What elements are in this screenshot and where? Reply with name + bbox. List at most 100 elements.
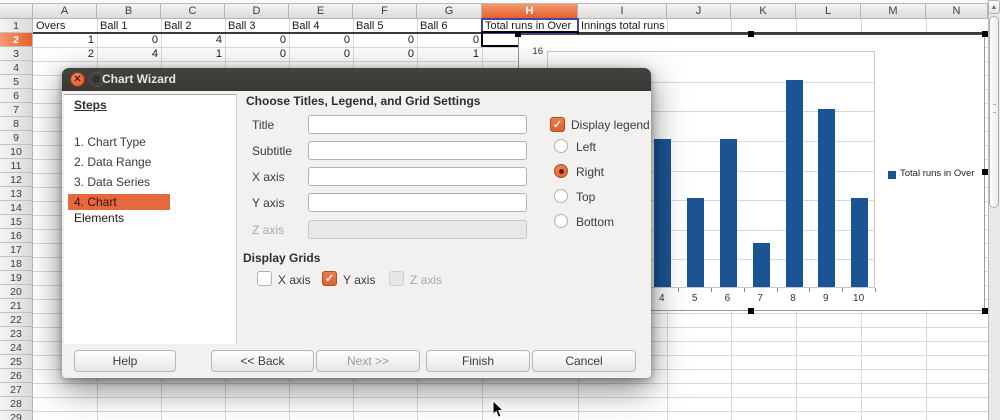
row-header-8[interactable]: 8 — [0, 116, 33, 131]
row-header-23[interactable]: 23 — [0, 326, 33, 341]
row-header-13[interactable]: 13 — [0, 186, 33, 201]
column-header-G[interactable]: G — [417, 4, 482, 19]
column-header-F[interactable]: F — [353, 4, 417, 19]
chart-handle[interactable] — [982, 169, 988, 175]
chart-handle[interactable] — [982, 308, 988, 314]
cell-B1[interactable]: Ball 1 — [100, 19, 128, 32]
legend-position-label-left: Left — [576, 140, 597, 154]
column-header-E[interactable]: E — [289, 4, 353, 19]
bar-over-8 — [785, 79, 803, 287]
row-header-18[interactable]: 18 — [0, 256, 33, 271]
row-header-17[interactable]: 17 — [0, 242, 33, 257]
column-header-L[interactable]: L — [796, 4, 861, 19]
row-header-28[interactable]: 28 — [0, 396, 33, 411]
back-button[interactable]: << Back — [211, 350, 314, 372]
legend-position-radio-top[interactable] — [554, 189, 568, 203]
row-header-24[interactable]: 24 — [0, 340, 33, 355]
cell-A2[interactable]: 1 — [87, 33, 94, 46]
column-header-J[interactable]: J — [667, 4, 731, 19]
legend-position-radio-left[interactable] — [554, 139, 568, 153]
row-header-25[interactable]: 25 — [0, 354, 33, 369]
row-header-4[interactable]: 4 — [0, 60, 33, 75]
cell-F1[interactable]: Ball 5 — [356, 19, 384, 32]
row-header-19[interactable]: 19 — [0, 270, 33, 285]
input-subtitle[interactable] — [308, 141, 527, 160]
row-header-2[interactable]: 2 — [0, 32, 33, 47]
cancel-button[interactable]: Cancel — [532, 350, 636, 372]
bar-over-5 — [687, 198, 705, 287]
wizard-step-4[interactable]: 4. Chart Elements — [68, 194, 170, 225]
row-header-3[interactable]: 3 — [0, 46, 33, 61]
cell-G2[interactable]: 0 — [472, 33, 479, 46]
chart-handle[interactable] — [748, 31, 754, 37]
row-header-9[interactable]: 9 — [0, 130, 33, 145]
display-legend-label: Display legend — [571, 118, 650, 132]
cell-G3[interactable]: 1 — [472, 47, 479, 60]
input-title[interactable] — [308, 115, 527, 134]
column-header-M[interactable]: M — [861, 4, 926, 19]
row-header-21[interactable]: 21 — [0, 298, 33, 313]
row-header-7[interactable]: 7 — [0, 102, 33, 117]
row-header-6[interactable]: 6 — [0, 88, 33, 103]
row-header-11[interactable]: 11 — [0, 158, 33, 173]
cell-B2[interactable]: 0 — [151, 33, 158, 46]
cell-B3[interactable]: 4 — [151, 47, 158, 60]
row-header-1[interactable]: 1 — [0, 18, 33, 33]
row-header-14[interactable]: 14 — [0, 200, 33, 215]
chart-handle[interactable] — [982, 31, 988, 37]
close-icon[interactable]: ✕ — [70, 72, 85, 87]
grid-checkbox-y-axis[interactable]: ✓ — [322, 271, 337, 286]
help-button[interactable]: Help — [74, 350, 176, 372]
row-header-20[interactable]: 20 — [0, 284, 33, 299]
scroll-up-arrow-icon[interactable]: ▲ — [988, 0, 1000, 14]
column-header-K[interactable]: K — [731, 4, 796, 19]
column-header-A[interactable]: A — [33, 4, 97, 19]
row-header-22[interactable]: 22 — [0, 312, 33, 327]
cell-C2[interactable]: 4 — [215, 33, 222, 46]
maximize-icon[interactable] — [89, 72, 104, 87]
row-header-15[interactable]: 15 — [0, 214, 33, 229]
cell-E1[interactable]: Ball 4 — [292, 19, 320, 32]
input-x-axis[interactable] — [308, 167, 527, 186]
cell-C1[interactable]: Ball 2 — [164, 19, 192, 32]
chart-handle[interactable] — [748, 308, 754, 314]
row-header-10[interactable]: 10 — [0, 144, 33, 159]
cell-D2[interactable]: 0 — [279, 33, 286, 46]
chart-handle[interactable] — [515, 31, 521, 37]
wizard-step-3[interactable]: 3. Data Series — [74, 175, 151, 189]
column-header-B[interactable]: B — [97, 4, 161, 19]
column-header-I[interactable]: I — [578, 4, 667, 19]
cell-A1[interactable]: Overs — [36, 19, 66, 32]
row-header-26[interactable]: 26 — [0, 368, 33, 383]
cell-D3[interactable]: 0 — [279, 47, 286, 60]
wizard-step-1[interactable]: 1. Chart Type — [74, 135, 146, 149]
cell-H1[interactable]: Total runs in Over — [485, 19, 572, 32]
cell-G1[interactable]: Ball 6 — [420, 19, 448, 32]
wizard-step-2[interactable]: 2. Data Range — [74, 155, 152, 169]
column-header-N[interactable]: N — [926, 4, 988, 19]
row-header-27[interactable]: 27 — [0, 382, 33, 397]
cell-I1[interactable]: Innings total runs — [581, 19, 665, 32]
legend-position-radio-bottom[interactable] — [554, 214, 568, 228]
grid-checkbox-x-axis[interactable] — [257, 271, 272, 286]
cell-E2[interactable]: 0 — [343, 33, 350, 46]
row-header-16[interactable]: 16 — [0, 228, 33, 243]
dialog-titlebar[interactable]: ✕ Chart Wizard — [62, 68, 651, 91]
cell-D1[interactable]: Ball 3 — [228, 19, 256, 32]
cell-F2[interactable]: 0 — [407, 33, 414, 46]
cell-E3[interactable]: 0 — [343, 47, 350, 60]
column-header-D[interactable]: D — [225, 4, 289, 19]
row-header-12[interactable]: 12 — [0, 172, 33, 187]
legend-position-radio-right[interactable] — [554, 164, 568, 178]
display-legend-checkbox[interactable]: ✓ — [550, 117, 565, 132]
column-header-H[interactable]: H — [482, 4, 578, 19]
cell-C3[interactable]: 1 — [215, 47, 222, 60]
cell-A3[interactable]: 2 — [87, 47, 94, 60]
row-header-29[interactable]: 29 — [0, 410, 33, 420]
column-header-C[interactable]: C — [161, 4, 225, 19]
row-header-5[interactable]: 5 — [0, 74, 33, 89]
finish-button[interactable]: Finish — [426, 350, 530, 372]
input-y-axis[interactable] — [308, 193, 527, 212]
cell-F3[interactable]: 0 — [407, 47, 414, 60]
select-all-corner[interactable] — [0, 4, 33, 19]
